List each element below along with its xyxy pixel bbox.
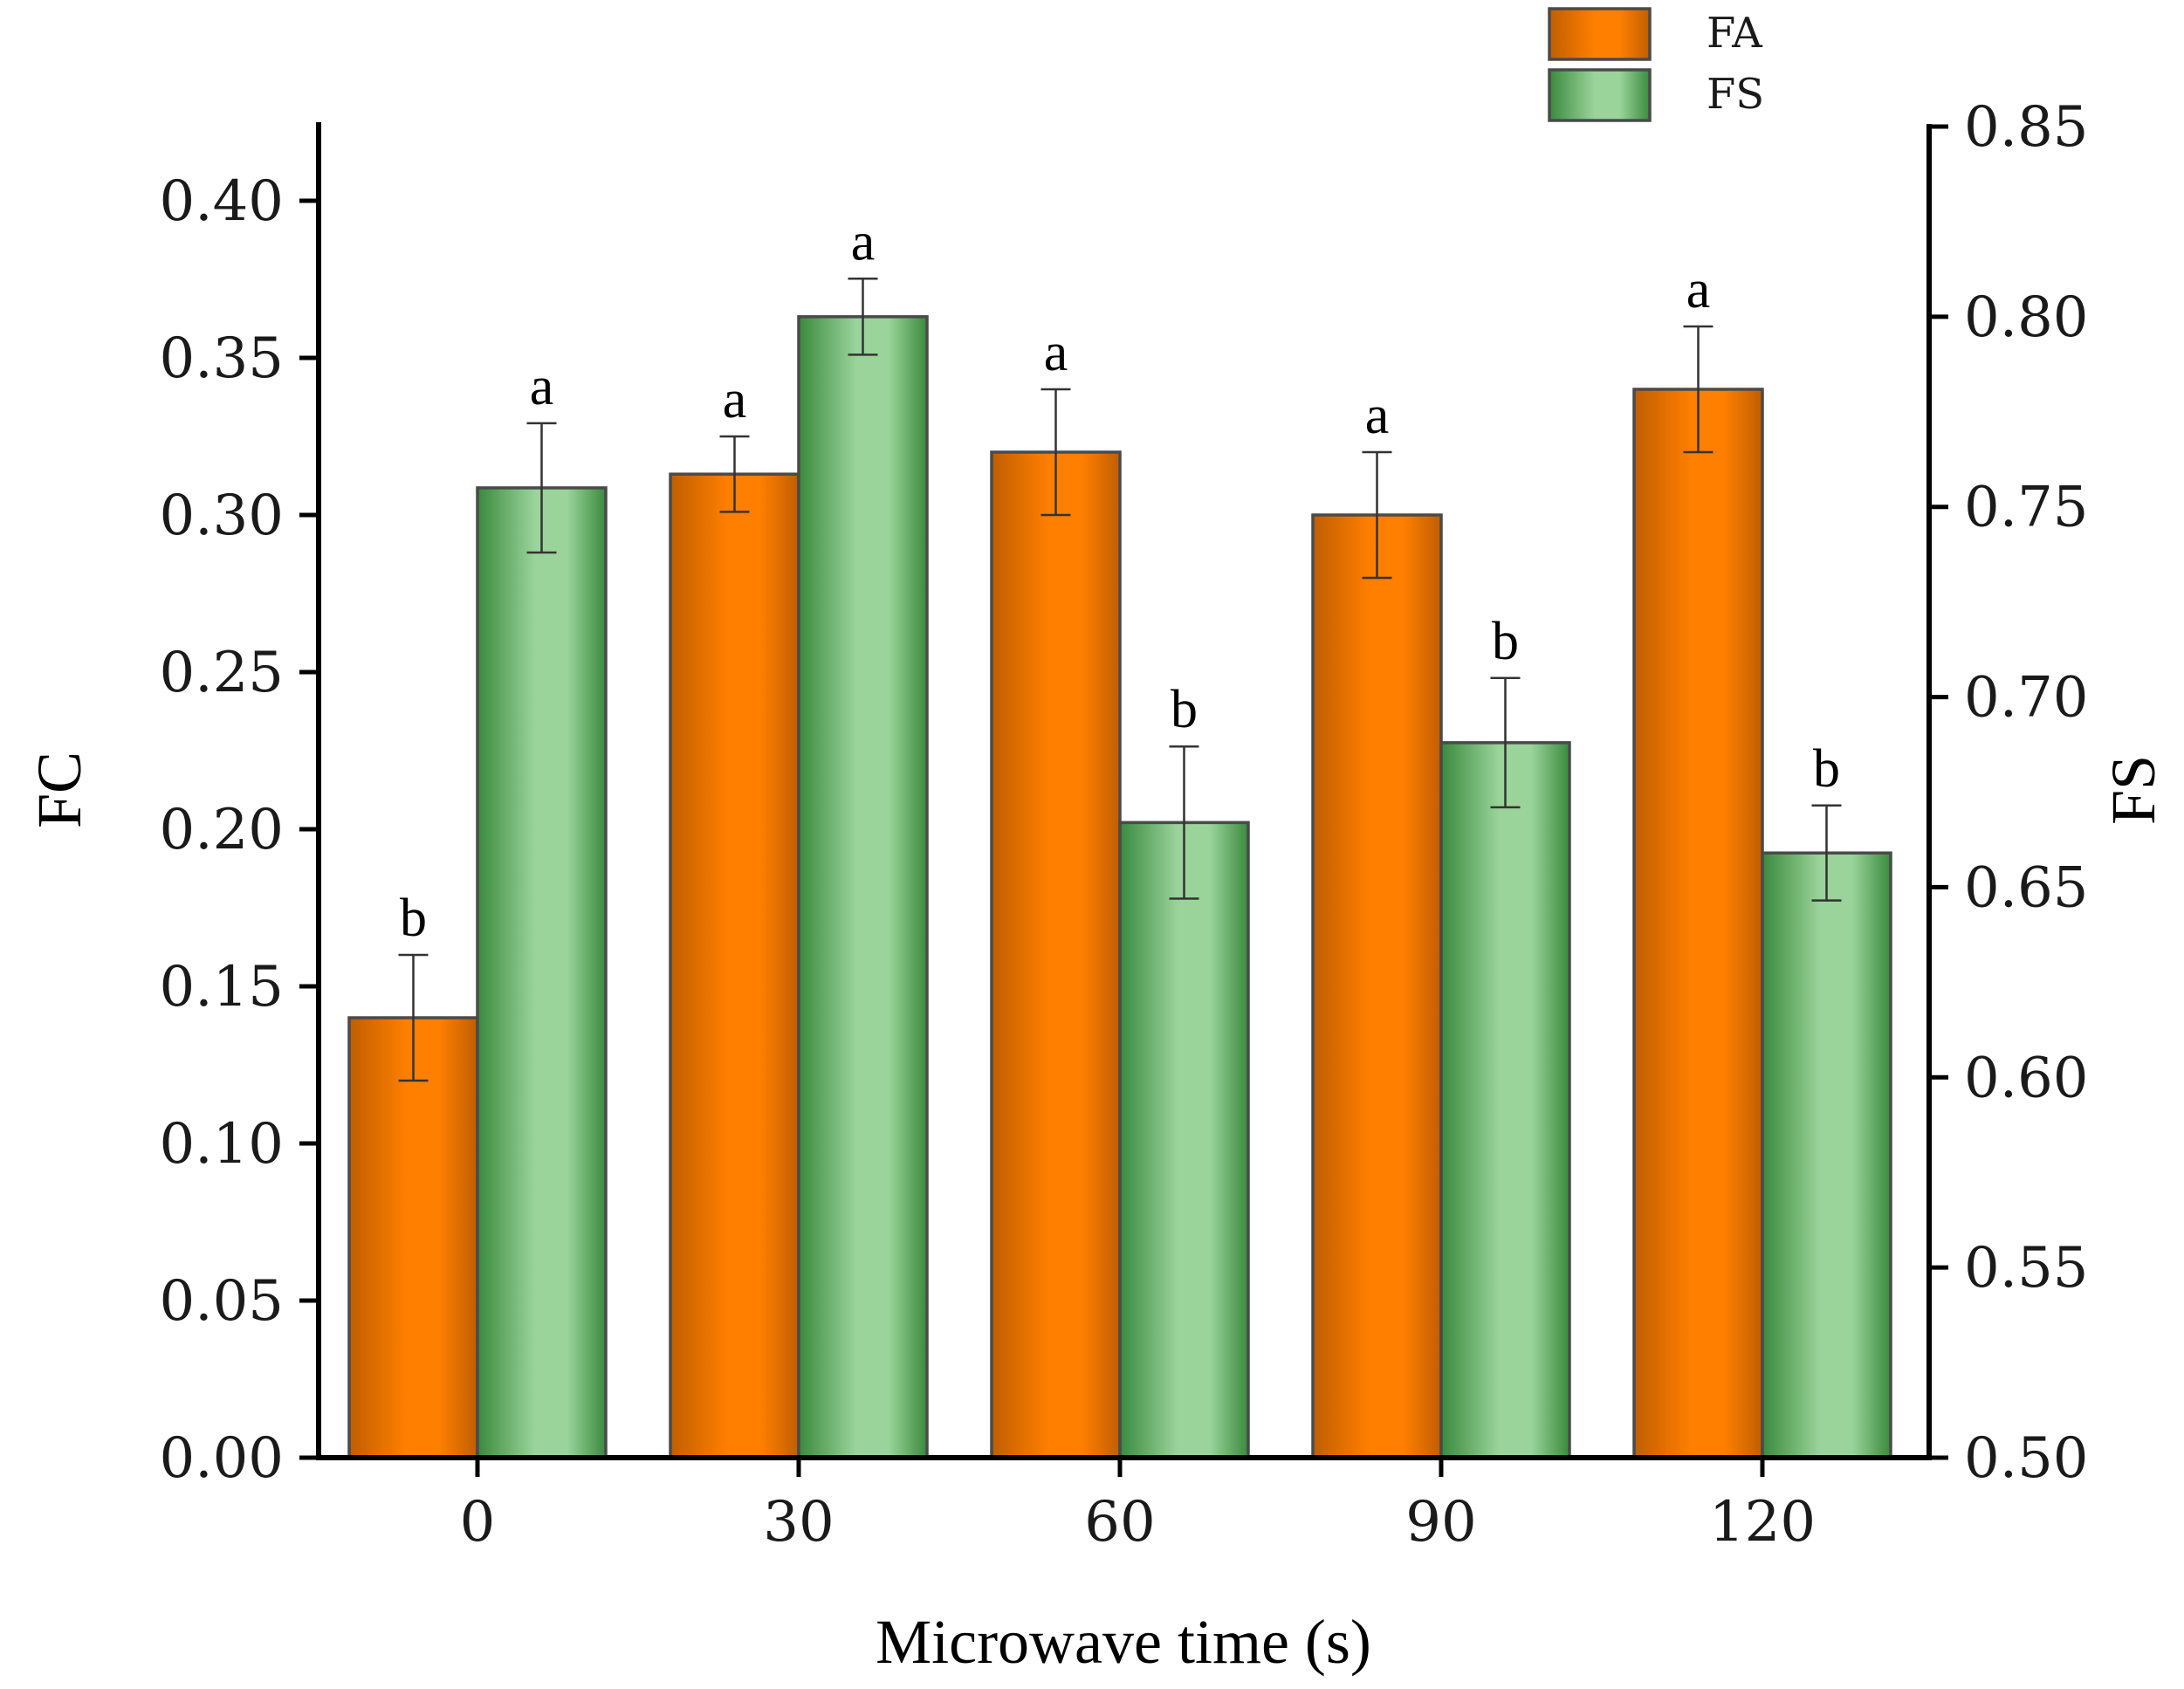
right-tick-label: 0.50 [1964,1426,2089,1491]
right-tick-label: 0.70 [1964,666,2089,731]
significance-label-fa-60: a [1044,323,1068,382]
significance-label-fa-120: a [1686,260,1711,319]
error-bar-fa-120 [1683,325,1714,454]
right-tick-label: 0.55 [1964,1236,2089,1301]
x-tick-label: 60 [1084,1490,1155,1555]
error-bar-fa-90 [1362,450,1392,580]
error-bar-fa-0 [398,953,429,1082]
axes-layer: 0.00 0.05 0.10 0.15 0.20 0.25 0.30 0.35 0.40 0.50… [160,95,2089,1555]
bar-fa-90 [1311,513,1443,1459]
bar-fs-0 [476,486,608,1459]
bar-fs-120 [1761,851,1892,1459]
legend-item-fs: FS [1548,68,1764,122]
significance-label-fa-0: b [400,889,427,948]
significance-label-fa-30: a [723,370,747,429]
legend-label-fs: FS [1707,70,1764,119]
axis-titles: Microwave time (s) FC FS [24,752,2168,1677]
significance-label-fs-90: b [1492,612,1519,671]
x-tick-label: 90 [1405,1490,1476,1555]
right-tick-label: 0.85 [1964,95,2089,160]
left-tick-label: 0.30 [160,484,285,548]
bar-fa-0 [347,1016,479,1459]
left-tick-label: 0.15 [160,955,285,1020]
error-bar-fs-120 [1811,804,1842,902]
bar-fa-30 [669,472,800,1459]
bar-fa-120 [1632,388,1764,1459]
bar-fs-60 [1118,820,1250,1459]
left-tick-label: 0.05 [160,1269,285,1334]
left-tick-label: 0.35 [160,326,285,391]
bar-fs-90 [1439,741,1571,1459]
right-tick-label: 0.75 [1964,476,2089,540]
significance-label-fs-0: a [530,357,554,416]
x-tick-label: 30 [763,1490,834,1555]
error-bar-fa-60 [1040,388,1071,517]
left-tick-label: 0.10 [160,1112,285,1177]
legend: FA FS [1548,7,1764,122]
x-tick-label: 120 [1709,1490,1816,1555]
error-bar-fs-30 [848,278,878,356]
significance-label-fa-90: a [1365,386,1390,445]
y-axis-right-title: FS [2098,755,2168,825]
left-tick-label: 0.20 [160,798,285,862]
significance-label-fs-30: a [851,212,876,271]
error-bar-fs-90 [1490,676,1521,809]
left-tick-label: 0.00 [160,1426,285,1491]
legend-item-fa: FA [1548,7,1763,61]
error-bar-fa-30 [719,435,750,513]
right-tick-label: 0.80 [1964,285,2089,350]
legend-swatch-fs [1548,68,1652,122]
x-tick-label: 0 [460,1490,496,1555]
legend-swatch-fa [1548,7,1652,61]
x-axis-title: Microwave time (s) [876,1607,1371,1677]
error-bar-fs-0 [526,422,557,554]
right-tick-label: 0.65 [1964,855,2089,920]
right-tick-label: 0.60 [1964,1046,2089,1110]
left-tick-label: 0.25 [160,641,285,705]
error-bar-fs-60 [1169,745,1199,900]
y-axis-left-title: FC [24,752,94,828]
bars-layer: b a a a a b a b a b [347,212,1892,1459]
significance-label-fs-120: b [1813,739,1840,799]
legend-label-fa: FA [1707,9,1763,58]
significance-label-fs-60: b [1171,680,1198,739]
left-tick-label: 0.40 [160,169,285,234]
bar-fa-60 [990,450,1122,1459]
bar-fs-30 [797,315,929,1459]
